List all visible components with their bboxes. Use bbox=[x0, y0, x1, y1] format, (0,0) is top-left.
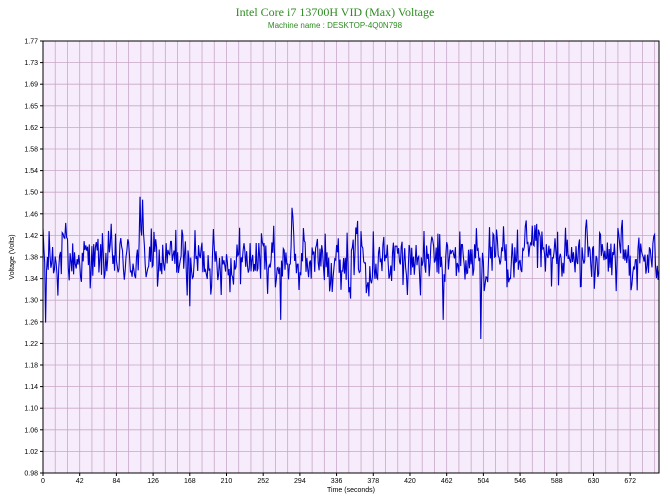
y-tick-label: 1.50 bbox=[24, 190, 38, 197]
y-tick-label: 1.77 bbox=[24, 39, 38, 46]
x-tick-label: 462 bbox=[441, 478, 453, 485]
y-tick-label: 0.98 bbox=[24, 471, 38, 478]
x-tick-label: 294 bbox=[294, 478, 306, 485]
x-tick-label: 378 bbox=[367, 478, 379, 485]
chart-subtitle: Machine name : DESKTOP-4Q0N798 bbox=[267, 21, 403, 30]
plot-border bbox=[42, 40, 660, 474]
y-tick-label: 1.73 bbox=[24, 60, 38, 67]
x-tick-label: 630 bbox=[588, 478, 600, 485]
y-tick-label: 1.62 bbox=[24, 125, 38, 132]
x-tick-label: 252 bbox=[257, 478, 269, 485]
y-tick-label: 1.26 bbox=[24, 319, 38, 326]
y-tick-label: 1.42 bbox=[24, 233, 38, 240]
y-tick-label: 1.06 bbox=[24, 427, 38, 434]
y-tick-label: 1.46 bbox=[24, 211, 38, 218]
y-tick-label: 1.58 bbox=[24, 147, 38, 154]
y-tick-label: 1.22 bbox=[24, 341, 38, 348]
x-tick-label: 42 bbox=[76, 478, 84, 485]
y-tick-label: 1.10 bbox=[24, 406, 38, 413]
x-tick-label: 126 bbox=[147, 478, 159, 485]
x-tick-label: 588 bbox=[551, 478, 563, 485]
x-tick-label: 210 bbox=[221, 478, 233, 485]
y-tick-label: 1.14 bbox=[24, 384, 38, 391]
x-axis-ticks: 0 42 84 126 168 210 252 294 336 378 420 462 504 546 58… bbox=[41, 473, 636, 485]
y-tick-label: 1.69 bbox=[24, 82, 38, 89]
x-tick-label: 84 bbox=[112, 478, 120, 485]
chart-title: Intel Core i7 13700H VID (Max) Voltage bbox=[235, 5, 435, 19]
y-tick-label: 1.65 bbox=[24, 103, 38, 110]
y-axis-ticks: 0.98 1.02 1.06 1.10 1.14 1.18 1.22 1.26 1.30 1.34… bbox=[24, 39, 43, 478]
y-axis-label: Voltage (Volts) bbox=[9, 234, 16, 279]
x-tick-label: 504 bbox=[478, 478, 490, 485]
y-tick-label: 1.02 bbox=[24, 449, 38, 456]
y-tick-label: 1.54 bbox=[24, 168, 38, 175]
x-tick-label: 420 bbox=[404, 478, 416, 485]
y-tick-label: 1.34 bbox=[24, 276, 38, 283]
x-axis-label: Time (seconds) bbox=[327, 487, 375, 494]
y-tick-label: 1.18 bbox=[24, 363, 38, 370]
x-tick-label: 672 bbox=[624, 478, 636, 485]
y-tick-label: 1.38 bbox=[24, 255, 38, 262]
y-tick-label: 1.30 bbox=[24, 298, 38, 305]
x-tick-label: 546 bbox=[514, 478, 526, 485]
series-line bbox=[42, 196, 660, 340]
x-tick-label: 0 bbox=[41, 478, 45, 485]
x-tick-label: 336 bbox=[331, 478, 343, 485]
x-tick-label: 168 bbox=[184, 478, 196, 485]
